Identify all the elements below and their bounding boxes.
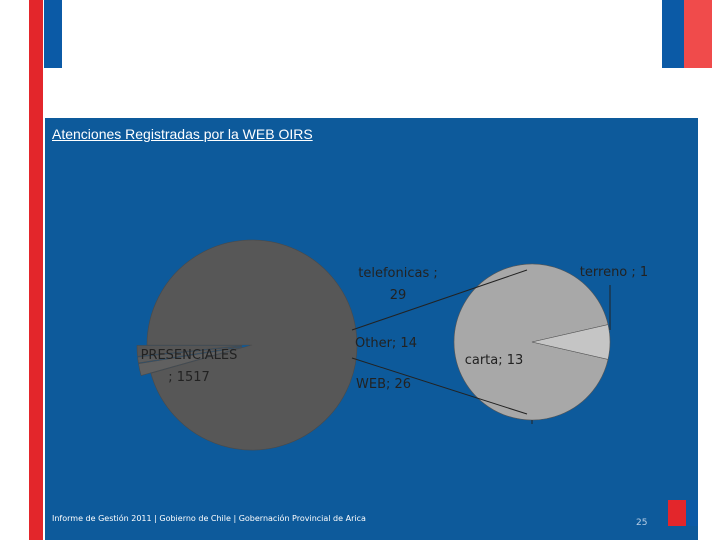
- label-presenciales: PRESENCIALES; 1517: [141, 348, 238, 385]
- page-number: 25: [636, 518, 648, 528]
- sub-pie: [453, 263, 611, 421]
- brand-stripe-red: [684, 0, 712, 68]
- footer-logo-blue: [686, 500, 698, 526]
- slice-presenciales: [146, 239, 358, 451]
- logo-stripe-red: [29, 0, 43, 540]
- connector-lower: [351, 357, 528, 415]
- slice-telefonicas: [138, 346, 243, 376]
- footer-logo-red: [668, 500, 686, 526]
- connector-upper: [351, 269, 528, 331]
- label-telefonicas: telefonicas ; 29: [358, 266, 438, 303]
- label-other: Other; 14: [355, 336, 417, 351]
- sub-slice-terreno: [531, 324, 611, 360]
- label-terreno: terreno ; 1: [580, 265, 648, 280]
- logo-stripe-blue: [44, 0, 62, 68]
- main-pie: [136, 239, 358, 451]
- slice-other: [137, 346, 243, 364]
- brand-stripe-blue: [662, 0, 684, 68]
- slice-web: [136, 345, 243, 357]
- label-web: WEB; 26: [356, 377, 411, 392]
- footer-text: Informe de Gestión 2011 | Gobierno de Ch…: [52, 514, 366, 523]
- sub-slice-carta: [453, 263, 609, 421]
- label-carta: carta; 13: [465, 353, 524, 368]
- data-labels: PRESENCIALES; 1517 telefonicas ; 29 Other; …: [141, 265, 649, 392]
- connector-lines: [351, 269, 611, 424]
- slide-title: Atenciones Registradas por la WEB OIRS: [52, 126, 313, 142]
